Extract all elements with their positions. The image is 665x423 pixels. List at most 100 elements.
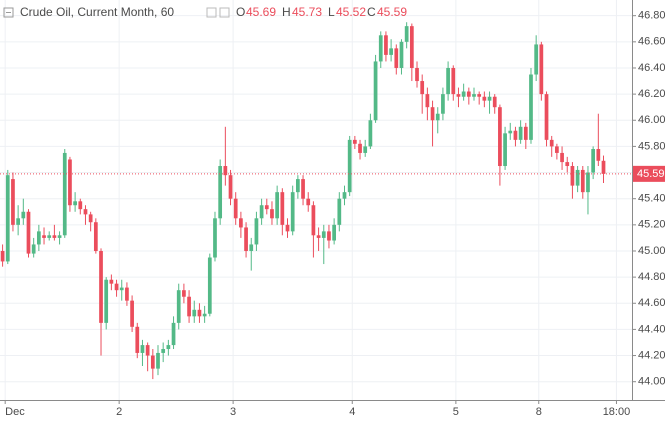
candle-body — [156, 352, 160, 369]
candle-body — [327, 231, 331, 241]
x-tick-label: 2 — [116, 406, 122, 418]
axes: 44.00 44.20 44.40 44.60 44.80 45.00 45.20 45.40… — [4, 10, 665, 418]
candle-body — [150, 355, 155, 369]
candle-body — [358, 143, 362, 153]
y-tick-label: 44.60 — [638, 297, 665, 309]
candle-body — [580, 169, 585, 193]
candle-body — [477, 94, 482, 97]
candle-body — [228, 175, 233, 199]
candle-body — [306, 198, 311, 206]
candle-body — [529, 74, 533, 140]
candle-body — [311, 205, 316, 236]
candle-body — [93, 222, 98, 251]
y-tick-label: 46.80 — [638, 10, 665, 22]
candle-body — [109, 279, 114, 284]
candle-body — [601, 160, 606, 174]
candle-body — [192, 309, 197, 317]
candle-body — [513, 130, 518, 140]
candle-body — [482, 96, 487, 101]
candle-body — [378, 35, 383, 62]
candle-body — [244, 227, 248, 251]
candle-body — [321, 231, 326, 238]
candle-body — [332, 224, 336, 241]
candle-body — [430, 107, 435, 121]
candle-body — [508, 130, 513, 134]
y-tick-label: 44.80 — [638, 271, 665, 283]
settings-icon[interactable] — [206, 7, 217, 18]
candle-body — [280, 192, 285, 225]
candle-body — [347, 139, 352, 193]
candle-body — [42, 235, 46, 238]
y-tick-label: 45.80 — [638, 140, 665, 152]
candle-body — [363, 146, 368, 153]
close-label: C — [367, 5, 376, 19]
candle-body — [555, 146, 559, 153]
y-tick-label: 44.40 — [638, 323, 665, 335]
x-tick-label: 3 — [230, 406, 236, 418]
candle-body — [498, 107, 502, 167]
candle-body — [259, 205, 264, 219]
y-tick-label: 44.20 — [638, 349, 665, 361]
last-price-box — [633, 165, 665, 182]
candle-body — [68, 159, 72, 206]
candle-body — [197, 309, 202, 317]
candle-body — [539, 44, 544, 95]
candle-body — [171, 322, 176, 346]
candle-body — [47, 235, 52, 238]
candle-body — [119, 287, 124, 291]
candle-body — [130, 300, 134, 327]
candle-body — [301, 179, 305, 199]
high-value: 45.73 — [292, 5, 322, 19]
candle-body — [0, 250, 5, 262]
candle-body — [187, 296, 191, 317]
high-label: H — [282, 5, 291, 19]
candle-body — [249, 244, 254, 251]
candle-body — [104, 279, 109, 323]
candle-body — [125, 287, 129, 301]
candle-body — [544, 94, 549, 140]
low-label: L — [328, 5, 335, 19]
candle-body — [456, 94, 461, 97]
candle-body — [394, 48, 399, 68]
candle-body — [409, 26, 414, 68]
candle-body — [135, 326, 140, 353]
candle-body — [570, 166, 575, 186]
candle-body — [549, 139, 554, 147]
candle-body — [285, 224, 290, 232]
candle-body — [52, 235, 57, 238]
candle-body — [373, 61, 378, 121]
low-value: 45.52 — [336, 5, 366, 19]
candle-body — [316, 235, 321, 238]
candle-body — [57, 235, 62, 238]
candle-body — [461, 91, 466, 97]
candle-body — [270, 209, 274, 219]
candle-body — [420, 81, 425, 95]
candle-body — [233, 198, 238, 219]
candle-body — [182, 290, 186, 297]
y-tick-label: 44.00 — [638, 376, 665, 388]
candle-body — [11, 179, 15, 225]
candle-body — [404, 26, 409, 42]
candle-body — [176, 290, 181, 323]
candle-body — [140, 345, 145, 353]
candle-body — [368, 120, 373, 147]
candle-body — [492, 96, 497, 108]
candle-body — [575, 169, 580, 186]
candle-body — [254, 218, 259, 245]
candle-body — [21, 211, 26, 219]
candle-body — [290, 192, 295, 232]
header: Crude Oil, Current Month, 60 O 45.69 H 4… — [3, 5, 407, 19]
candle-body — [99, 250, 103, 323]
candle-body — [352, 139, 357, 144]
candle-body — [586, 172, 590, 193]
candle-body — [275, 192, 280, 219]
y-tick-label: 46.60 — [638, 36, 665, 48]
candle-body — [451, 67, 456, 95]
candle-body — [596, 149, 601, 161]
y-tick-label: 46.40 — [638, 62, 665, 74]
candle-body — [534, 44, 539, 75]
close-icon[interactable] — [219, 7, 230, 18]
candle-body — [5, 175, 10, 262]
collapse-icon[interactable] — [3, 7, 14, 18]
candle-body — [264, 205, 269, 210]
